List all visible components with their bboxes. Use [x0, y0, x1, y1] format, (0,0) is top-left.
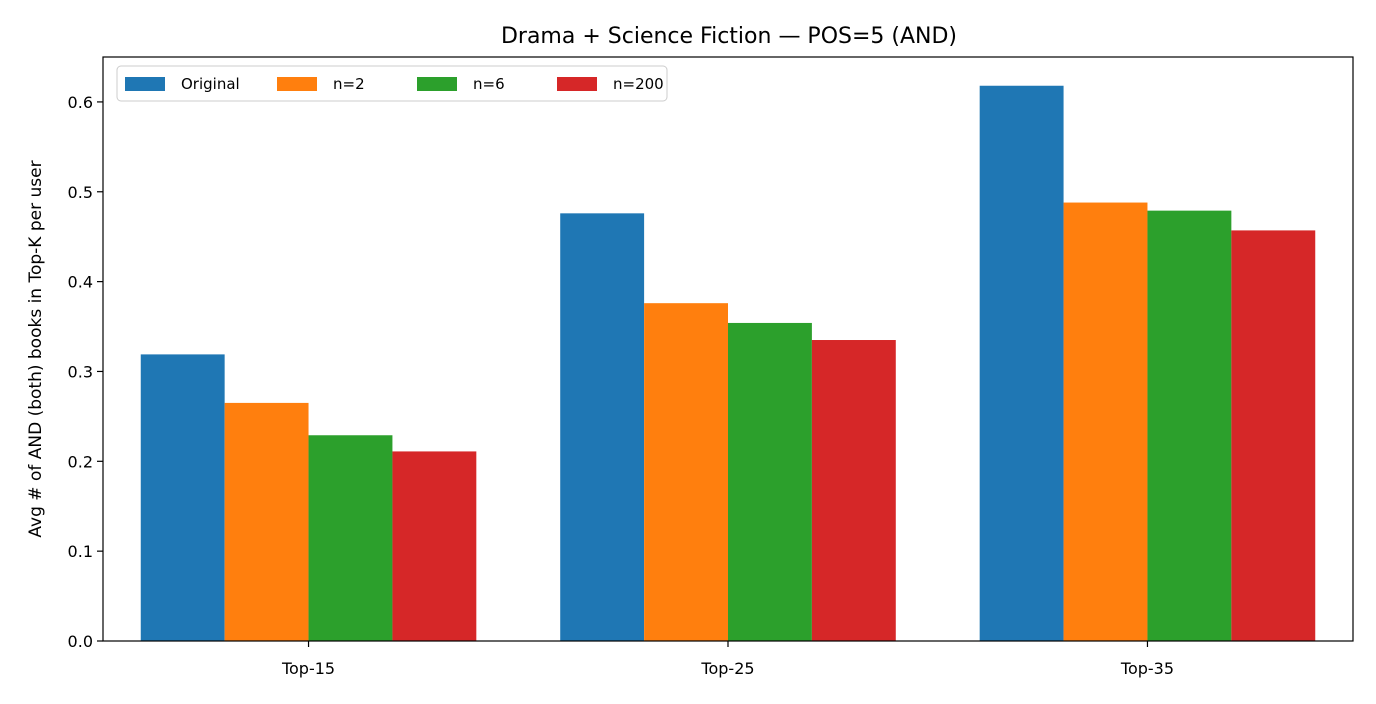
y-tick-label: 0.0: [68, 632, 93, 651]
bar-n-6-top-15: [308, 435, 393, 641]
x-tick-label: Top-15: [281, 659, 335, 678]
legend-label: n=2: [333, 75, 365, 93]
bars-group: [140, 85, 1316, 642]
y-tick-label: 0.1: [68, 542, 93, 561]
y-tick-label: 0.5: [68, 183, 93, 202]
y-tick-label: 0.6: [68, 93, 93, 112]
bar-n-2-top-15: [224, 402, 309, 641]
y-axis-label: Avg # of AND (both) books in Top-K per u…: [26, 160, 46, 537]
axes-group: 0.0 0.1 0.2 0.3 0.4 0.5 0.6 Top-15 Top-25 Top-35: [68, 56, 1354, 678]
legend-swatch-n-6: [417, 77, 457, 91]
y-tick-label: 0.4: [68, 273, 93, 292]
bar-n-2-top-35: [1063, 202, 1148, 641]
bar-n-6-top-25: [728, 322, 812, 641]
legend-frame: [116, 65, 668, 102]
legend-label: n=200: [613, 75, 664, 93]
chart-title: Drama + Science Fiction — POS=5 (AND): [501, 24, 957, 49]
x-tick-label: Top-25: [700, 659, 754, 678]
bar-original-top-25: [560, 213, 645, 641]
bar-n-6-top-35: [1147, 210, 1232, 642]
legend-label: n=6: [473, 75, 505, 93]
bar-n-200-top-15: [392, 451, 477, 641]
bar-n-200-top-25: [811, 340, 896, 641]
x-tick-label: Top-35: [1120, 659, 1174, 678]
legend-swatch-n-2: [277, 77, 317, 91]
legend: Original n=2 n=6 n=200: [116, 65, 668, 102]
legend-label: Original: [181, 75, 240, 93]
bar-original-top-35: [979, 85, 1064, 641]
legend-swatch-n-200: [557, 77, 597, 91]
bar-original-top-15: [140, 354, 225, 641]
legend-swatch-original: [125, 77, 165, 91]
bar-n-200-top-35: [1231, 230, 1316, 641]
bar-n-2-top-25: [644, 303, 728, 641]
y-tick-label: 0.2: [68, 452, 93, 471]
y-tick-label: 0.3: [68, 362, 93, 381]
